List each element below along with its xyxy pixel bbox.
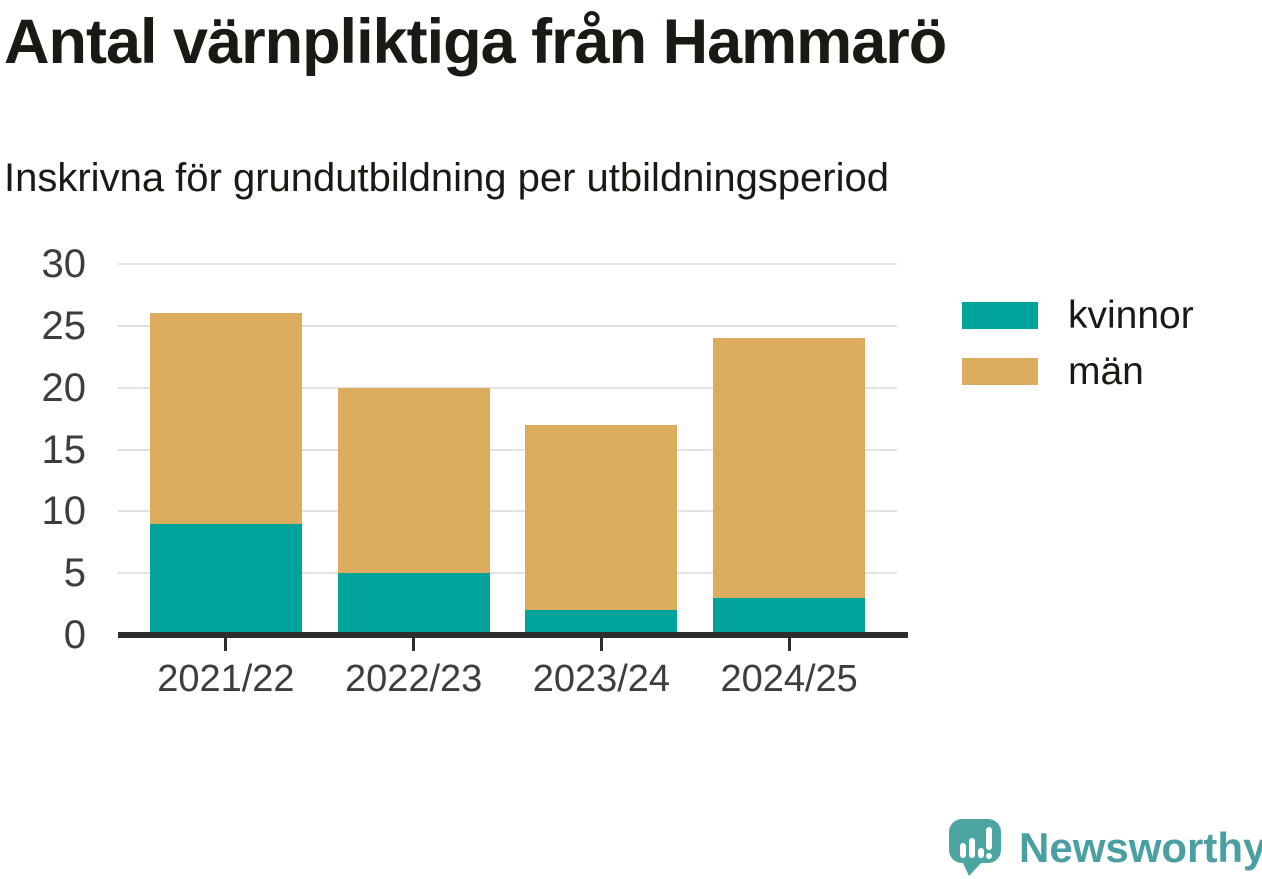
y-tick-label: 25 [41,303,87,348]
gridline [118,263,897,265]
brand-name: Newsworthy [1019,824,1262,871]
y-tick-label: 15 [41,427,87,472]
brand-footer: Newsworthy [949,817,1262,877]
legend-item: män [962,350,1194,393]
gridline [118,324,897,327]
plot-area [118,263,897,635]
bar-segment-kvinnor [337,573,490,635]
bar-segment-kvinnor [713,597,866,635]
y-tick-label: 0 [63,613,86,657]
x-axis-labels: 2021/22 2022/23 2023/24 2024/25 [132,656,883,702]
y-tick-label: 10 [41,489,87,534]
bar-segment-män [525,424,678,611]
bar-segment-män [149,313,302,524]
gridline [118,510,897,513]
legend-swatch [962,358,1038,385]
bar-stack [149,313,302,635]
x-axis-tick [412,638,416,651]
bar-segment-kvinnor [525,610,678,635]
x-axis-ticks [132,638,883,651]
chart-subtitle: Inskrivna för grundutbildning per utbild… [4,156,889,200]
legend: kvinnor män [962,294,1194,414]
x-axis-tick [599,638,603,651]
bar-stack [525,424,678,635]
y-tick-label: 30 [41,242,87,286]
y-axis-labels: 0 5 10 15 20 25 30 [0,242,87,657]
legend-label: män [1068,349,1144,393]
y-tick-label: 5 [63,551,86,596]
x-axis-tick [224,638,228,651]
bar-segment-män [337,387,490,574]
bar-stack [337,387,490,635]
x-tick-label: 2024/25 [720,658,858,700]
legend-swatch [962,302,1038,329]
legend-item: kvinnor [962,294,1194,337]
chart-title: Antal värnpliktiga från Hammarö [4,7,947,77]
gridline [118,448,897,451]
x-axis-line [118,632,908,638]
gridline [118,572,897,575]
bar-stack [713,338,866,635]
bar-segment-kvinnor [149,523,302,635]
gridline [118,386,897,389]
newsworthy-logo-icon [949,819,1001,876]
x-axis-tick [787,638,791,651]
x-tick-label: 2023/24 [532,658,671,700]
bar-segment-män [713,338,866,598]
x-tick-label: 2022/23 [344,658,483,700]
legend-label: kvinnor [1068,293,1194,337]
x-tick-label: 2021/22 [157,658,295,700]
y-tick-label: 20 [41,365,87,410]
